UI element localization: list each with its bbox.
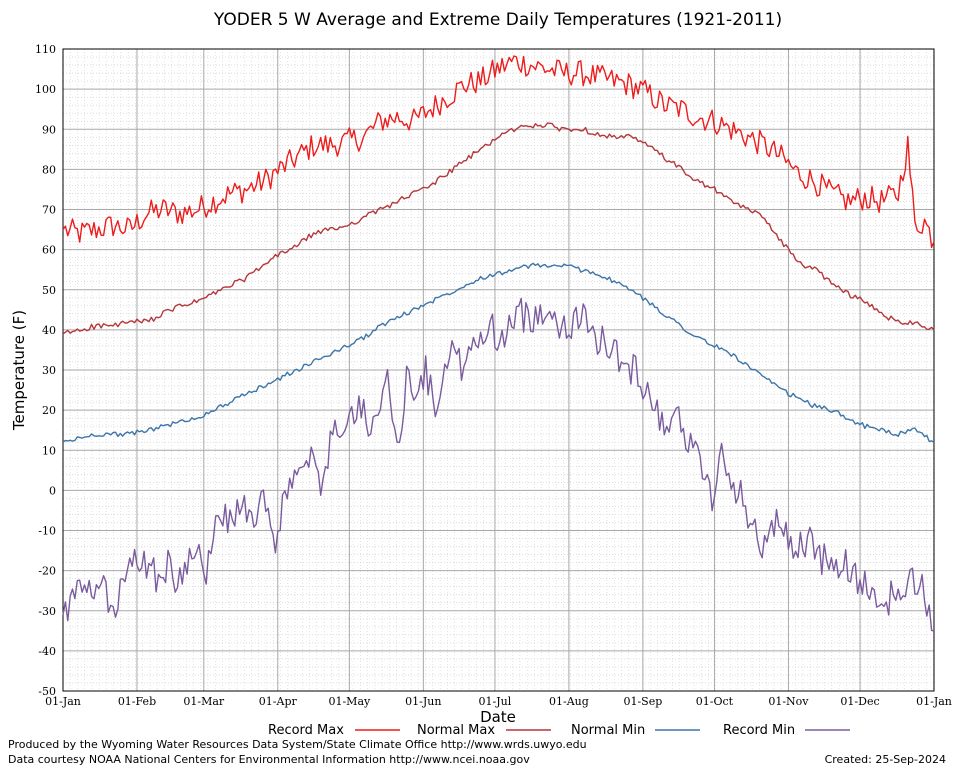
x-tick-label: 01-May: [328, 695, 371, 708]
series-line-normal-min: [62, 262, 935, 443]
y-tick-label: 60: [42, 244, 56, 257]
footer-produced-by: Produced by the Wyoming Water Resources …: [8, 738, 587, 751]
y-tick-label: 50: [42, 284, 56, 297]
series-line-record-min: [62, 297, 935, 632]
footer-data-courtesy: Data courtesy NOAA National Centers for …: [8, 753, 530, 766]
x-tick-label: 01-Nov: [768, 695, 809, 708]
x-tick-label: 01-Feb: [118, 695, 156, 708]
y-tick-label: 90: [42, 123, 56, 136]
y-tick-label: -30: [38, 605, 56, 618]
y-tick-label: 100: [35, 83, 56, 96]
x-tick-labels: 01-Jan 01-Feb 01-Mar 01-Apr 01-May 01-Jun 01-J…: [45, 695, 952, 708]
y-tick-label: 110: [35, 43, 56, 56]
y-tick-label: 0: [49, 484, 56, 497]
series-line-normal-max: [62, 122, 935, 335]
y-tick-label: 70: [42, 204, 56, 217]
y-tick-label: 40: [42, 324, 56, 337]
x-tick-label: 01-Dec: [840, 695, 879, 708]
series-line-record-max: [62, 55, 935, 249]
legend-label-normal-max: Normal Max: [417, 723, 495, 738]
x-tick-label: 01-Jul: [479, 695, 512, 708]
series-lines: [62, 55, 935, 632]
x-tick-label: 01-Oct: [696, 695, 734, 708]
y-axis-label: Temperature (F): [10, 310, 28, 431]
y-tick-label: 10: [42, 444, 56, 457]
legend: Record Max Normal Max Normal Min Record …: [268, 723, 850, 738]
legend-label-record-max: Record Max: [268, 723, 344, 738]
x-tick-label: 01-Jan: [916, 695, 952, 708]
x-tick-label: 01-Mar: [183, 695, 225, 708]
y-tick-label: -50: [38, 685, 56, 698]
y-tick-label: -40: [38, 645, 56, 658]
x-tick-label: 01-Aug: [549, 695, 589, 708]
legend-label-normal-min: Normal Min: [571, 723, 645, 738]
x-tick-label: 01-Apr: [259, 695, 298, 708]
y-tick-label: -20: [38, 565, 56, 578]
plot-frame: [62, 48, 935, 692]
x-axis-label: Date: [480, 708, 516, 726]
y-tick-label: -10: [38, 525, 56, 538]
x-tick-label: 01-Sep: [623, 695, 662, 708]
legend-label-record-min: Record Min: [723, 723, 795, 738]
x-tick-label: 01-Jan: [45, 695, 81, 708]
y-tick-label: 30: [42, 364, 56, 377]
footer-created-date: Created: 25-Sep-2024: [825, 753, 946, 766]
major-grid: [62, 48, 935, 692]
y-tick-label: 80: [42, 163, 56, 176]
y-tick-label: 20: [42, 404, 56, 417]
chart-title: YODER 5 W Average and Extreme Daily Temp…: [213, 10, 782, 30]
x-tick-label: 01-Jun: [405, 695, 441, 708]
